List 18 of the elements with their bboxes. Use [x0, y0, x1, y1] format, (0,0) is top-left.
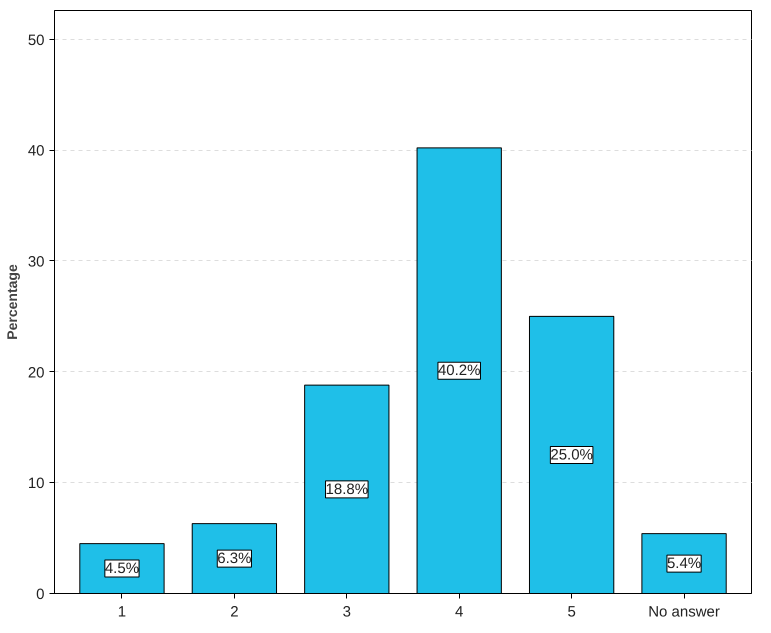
x-tick-label: 3 — [342, 604, 351, 620]
x-tick-label: 2 — [230, 604, 239, 620]
data-label: 6.3% — [217, 550, 252, 568]
y-tick-label: 50 — [28, 32, 45, 49]
x-tick-label: No answer — [648, 604, 720, 620]
data-label: 25.0% — [550, 446, 593, 464]
data-label: 18.8% — [326, 480, 368, 498]
y-tick-label: 30 — [28, 253, 45, 270]
x-tick-label: 5 — [567, 604, 576, 620]
data-label: 40.2% — [438, 362, 480, 380]
y-tick-label: 10 — [28, 475, 45, 492]
y-tick-label: 40 — [28, 142, 45, 160]
x-tick-label: 1 — [118, 604, 126, 620]
data-label: 5.4% — [666, 555, 702, 572]
y-tick-label: 20 — [28, 364, 45, 382]
y-axis-title: Percentage — [4, 264, 20, 340]
x-tick-label: 4 — [455, 604, 464, 620]
y-tick-label: 0 — [36, 586, 44, 603]
